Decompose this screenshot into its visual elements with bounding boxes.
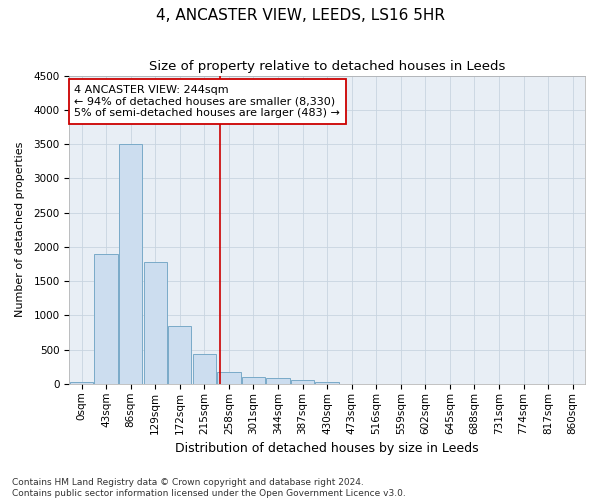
Bar: [168, 326, 191, 384]
Text: 4, ANCASTER VIEW, LEEDS, LS16 5HR: 4, ANCASTER VIEW, LEEDS, LS16 5HR: [155, 8, 445, 22]
Bar: [266, 378, 290, 384]
Title: Size of property relative to detached houses in Leeds: Size of property relative to detached ho…: [149, 60, 505, 73]
Bar: [316, 382, 339, 384]
X-axis label: Distribution of detached houses by size in Leeds: Distribution of detached houses by size …: [175, 442, 479, 455]
Bar: [217, 372, 241, 384]
Bar: [291, 380, 314, 384]
Y-axis label: Number of detached properties: Number of detached properties: [15, 142, 25, 318]
Bar: [119, 144, 142, 384]
Bar: [193, 354, 216, 384]
Text: Contains HM Land Registry data © Crown copyright and database right 2024.
Contai: Contains HM Land Registry data © Crown c…: [12, 478, 406, 498]
Bar: [143, 262, 167, 384]
Text: 4 ANCASTER VIEW: 244sqm
← 94% of detached houses are smaller (8,330)
5% of semi-: 4 ANCASTER VIEW: 244sqm ← 94% of detache…: [74, 85, 340, 118]
Bar: [242, 376, 265, 384]
Bar: [70, 382, 93, 384]
Bar: [94, 254, 118, 384]
